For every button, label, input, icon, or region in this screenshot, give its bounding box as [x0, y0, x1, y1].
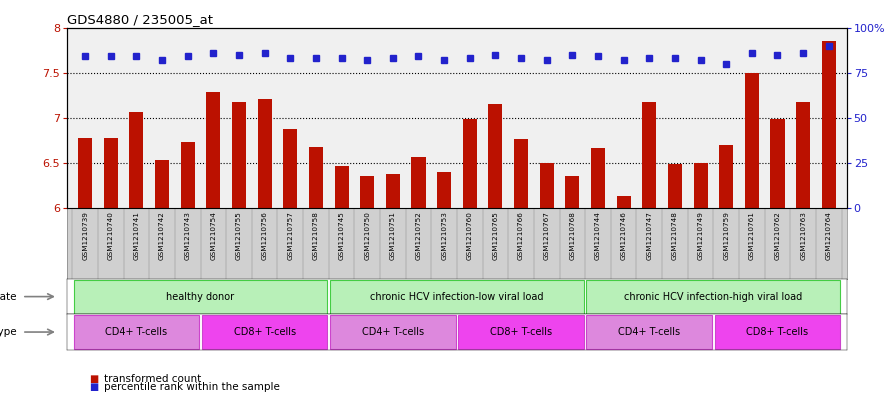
Bar	[283, 129, 297, 208]
Bar	[360, 176, 375, 208]
Bar	[386, 174, 400, 208]
Text: GSM1210766: GSM1210766	[518, 211, 524, 261]
Bar	[587, 315, 712, 349]
Bar	[565, 176, 580, 208]
Bar	[309, 147, 323, 208]
Text: GSM1210759: GSM1210759	[723, 211, 729, 261]
Bar	[796, 103, 810, 208]
Text: CD4+ T-cells: CD4+ T-cells	[106, 327, 168, 337]
Text: GSM1210755: GSM1210755	[236, 211, 242, 261]
Text: CD4+ T-cells: CD4+ T-cells	[362, 327, 424, 337]
Text: GSM1210758: GSM1210758	[313, 211, 319, 261]
Bar	[104, 138, 118, 208]
Bar	[257, 99, 271, 208]
Text: CD4+ T-cells: CD4+ T-cells	[618, 327, 680, 337]
Text: GSM1210762: GSM1210762	[774, 211, 780, 261]
Text: GSM1210745: GSM1210745	[339, 211, 345, 261]
Text: GSM1210757: GSM1210757	[288, 211, 293, 261]
Text: GSM1210748: GSM1210748	[672, 211, 678, 261]
Text: GSM1210746: GSM1210746	[621, 211, 626, 261]
Bar	[715, 315, 840, 349]
Text: GSM1210742: GSM1210742	[159, 211, 165, 261]
Text: GSM1210744: GSM1210744	[595, 211, 601, 261]
Text: ■: ■	[90, 375, 99, 384]
Bar	[73, 279, 327, 314]
Text: GSM1210764: GSM1210764	[826, 211, 831, 261]
Bar	[330, 279, 584, 314]
Bar	[155, 160, 169, 208]
Bar	[330, 315, 456, 349]
Text: transformed count: transformed count	[104, 375, 202, 384]
Text: GSM1210739: GSM1210739	[82, 211, 88, 261]
Text: GSM1210767: GSM1210767	[544, 211, 550, 261]
Bar	[202, 315, 327, 349]
Bar	[462, 119, 477, 208]
Bar	[334, 167, 349, 208]
Bar	[129, 112, 143, 208]
Text: GSM1210768: GSM1210768	[569, 211, 575, 261]
Text: GSM1210760: GSM1210760	[467, 211, 473, 261]
Text: GSM1210751: GSM1210751	[390, 211, 396, 261]
Text: disease state: disease state	[0, 292, 16, 301]
Text: ■: ■	[90, 382, 99, 392]
Text: GSM1210750: GSM1210750	[364, 211, 370, 261]
Bar	[719, 145, 733, 208]
Bar	[78, 138, 92, 208]
Text: CD8+ T-cells: CD8+ T-cells	[490, 327, 552, 337]
Bar	[668, 164, 682, 208]
Text: GSM1210752: GSM1210752	[416, 211, 421, 261]
Bar	[539, 163, 554, 208]
Text: GSM1210754: GSM1210754	[211, 211, 216, 261]
Bar	[411, 158, 426, 208]
Bar	[514, 140, 528, 208]
Text: GSM1210747: GSM1210747	[646, 211, 652, 261]
Text: GSM1210741: GSM1210741	[134, 211, 140, 261]
Text: GDS4880 / 235005_at: GDS4880 / 235005_at	[67, 13, 213, 26]
Bar	[181, 142, 194, 208]
Text: GSM1210765: GSM1210765	[493, 211, 498, 261]
Text: healthy donor: healthy donor	[167, 292, 235, 301]
Text: GSM1210763: GSM1210763	[800, 211, 806, 261]
Bar	[616, 196, 631, 208]
Bar	[488, 104, 503, 208]
Text: percentile rank within the sample: percentile rank within the sample	[104, 382, 280, 392]
Text: CD8+ T-cells: CD8+ T-cells	[234, 327, 296, 337]
Text: GSM1210756: GSM1210756	[262, 211, 268, 261]
Bar	[591, 149, 605, 208]
Text: CD8+ T-cells: CD8+ T-cells	[746, 327, 808, 337]
Bar	[822, 41, 836, 208]
Text: GSM1210749: GSM1210749	[698, 211, 703, 261]
Bar	[73, 315, 199, 349]
Bar	[206, 92, 220, 208]
Text: GSM1210740: GSM1210740	[108, 211, 114, 261]
Bar	[771, 119, 785, 208]
Text: GSM1210761: GSM1210761	[749, 211, 754, 261]
Bar	[587, 279, 840, 314]
Bar	[232, 103, 246, 208]
Text: cell type: cell type	[0, 327, 16, 337]
Text: chronic HCV infection-low viral load: chronic HCV infection-low viral load	[370, 292, 544, 301]
Bar	[694, 163, 708, 208]
Bar	[437, 172, 452, 208]
Text: GSM1210753: GSM1210753	[441, 211, 447, 261]
Bar	[642, 103, 657, 208]
Bar	[745, 73, 759, 208]
Bar	[458, 315, 584, 349]
Text: GSM1210743: GSM1210743	[185, 211, 191, 261]
Text: chronic HCV infection-high viral load: chronic HCV infection-high viral load	[625, 292, 803, 301]
